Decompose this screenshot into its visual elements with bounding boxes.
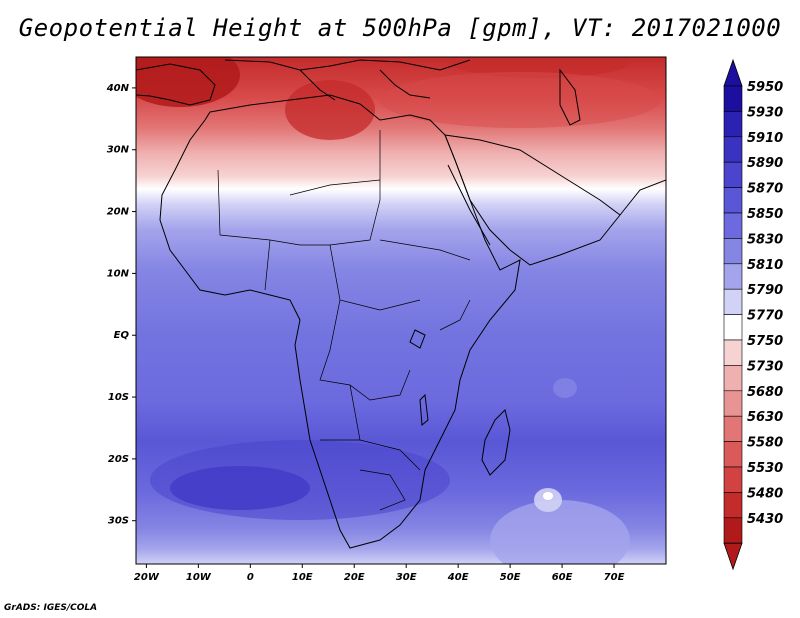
lat-tick-label: 30S [108, 516, 129, 527]
lon-tick-label: 20W [134, 572, 160, 583]
colorbar-label: 5910 [747, 131, 783, 146]
lon-tick-label: 20E [344, 572, 365, 583]
lat-tick-label: 40N [106, 83, 130, 94]
colorbar-label: 5480 [747, 486, 783, 501]
colorbar-segment [723, 415, 743, 442]
colorbar-segment [723, 263, 743, 290]
lat-tick-label: 10S [108, 392, 129, 403]
colorbar-max-arrow [723, 58, 743, 87]
lon-tick-label: 0 [247, 572, 254, 583]
colorbar-label: 5930 [747, 105, 783, 120]
colorbar-segment [723, 365, 743, 392]
lon-tick-label: 10W [186, 572, 212, 583]
map-fill [136, 57, 666, 564]
colorbar-segment [723, 111, 743, 138]
lon-tick-label: 60E [552, 572, 573, 583]
colorbar-segment [723, 441, 743, 468]
colorbar-label: 5530 [747, 461, 783, 476]
colorbar-label: 5890 [747, 156, 783, 171]
map-title: Geopotential Height at 500hPa [gpm], VT:… [18, 14, 782, 42]
lon-tick-label: 70E [604, 572, 625, 583]
colorbar-segment [723, 212, 743, 239]
colorbar-label: 5680 [747, 385, 783, 400]
colorbar-segment [723, 288, 743, 315]
credit-label: GrADS: IGES/COLA [4, 603, 98, 613]
colorbar-label: 5950 [747, 80, 783, 95]
colorbar-segment [723, 85, 743, 112]
colorbar-segment [723, 517, 743, 544]
colorbar-label: 5730 [747, 359, 783, 374]
colorbar: 5950 5930 5910 5890 5870 5850 5830 5810 5790 5770… [723, 58, 783, 571]
coastlines [136, 59, 666, 549]
lat-tick-label: 30N [107, 145, 130, 156]
colorbar-label: 5430 [747, 512, 783, 527]
lon-tick-label: 50E [500, 572, 521, 583]
lon-tick-label: 40E [447, 572, 469, 583]
lat-tick-label: 20S [108, 454, 129, 465]
colorbar-label: 5580 [747, 436, 783, 451]
colorbar-label: 5790 [747, 283, 783, 298]
country-borders [217, 130, 471, 511]
colorbar-label: 5810 [747, 258, 783, 273]
colorbar-segment [723, 314, 743, 341]
colorbar-segment [723, 187, 743, 214]
colorbar-segment [723, 238, 743, 265]
colorbar-segment [723, 390, 743, 417]
colorbar-label: 5750 [747, 334, 783, 349]
lon-tick-label: 30E [396, 572, 417, 583]
colorbar-segment [723, 466, 743, 493]
colorbar-label: 5870 [747, 182, 783, 197]
colorbar-label: 5850 [747, 207, 783, 222]
map-axis-ticks: 20W 10W 0 10E 20E 30E 40E 50E 60E 70E 40N 30N 20N 10N… [106, 83, 625, 583]
colorbar-segment [723, 492, 743, 519]
colorbar-segment [723, 161, 743, 188]
colorbar-segment [723, 136, 743, 163]
lat-tick-label: 20N [107, 207, 130, 218]
colorbar-min-arrow [723, 542, 743, 571]
colorbar-label: 5770 [747, 309, 783, 324]
lat-tick-label: 10N [107, 268, 130, 279]
colorbar-label: 5830 [747, 232, 783, 247]
colorbar-label: 5630 [747, 410, 783, 425]
lat-tick-label: EQ [114, 330, 130, 341]
map-frame [135, 56, 667, 565]
colorbar-segment [723, 339, 743, 366]
lon-tick-label: 10E [292, 572, 313, 583]
